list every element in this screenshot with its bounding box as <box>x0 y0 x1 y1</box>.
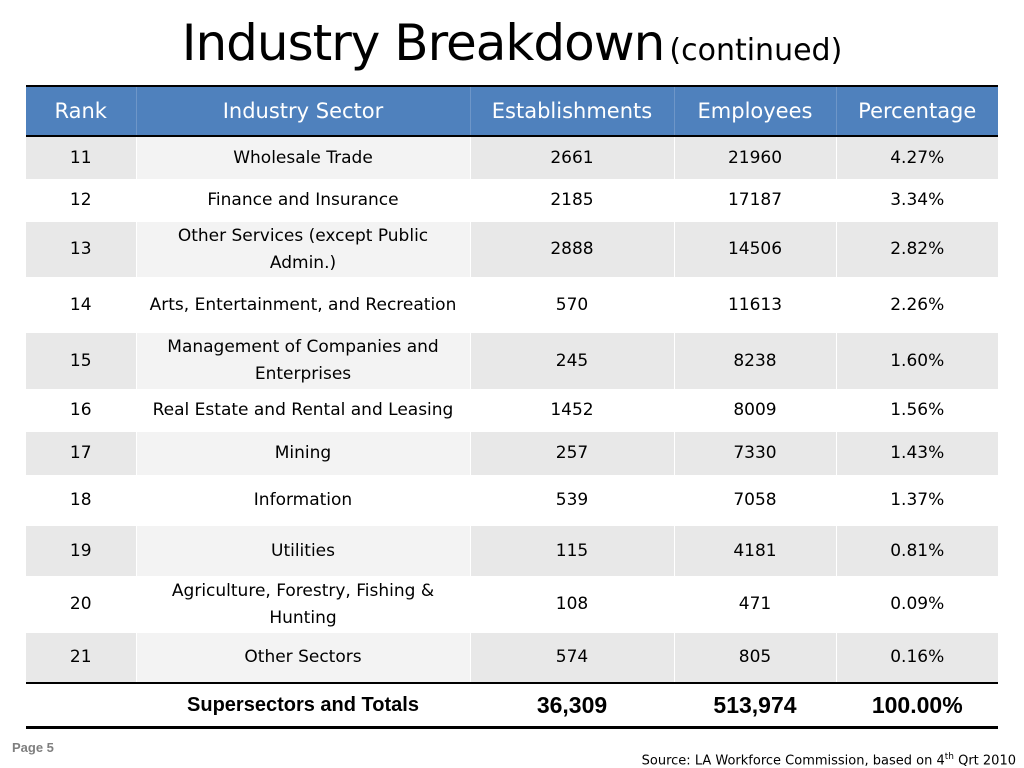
cell-rank: 21 <box>26 633 136 683</box>
header-percentage: Percentage <box>835 85 998 137</box>
totals-establishments: 36,309 <box>469 682 674 729</box>
cell-employees: 14506 <box>673 222 836 277</box>
totals-percentage: 100.00% <box>835 682 998 729</box>
cell-employees: 4181 <box>673 526 836 576</box>
cell-percentage: 1.37% <box>835 475 998 526</box>
cell-rank: 14 <box>26 277 136 333</box>
cell-employees: 7330 <box>673 432 836 475</box>
cell-rank: 12 <box>26 179 136 222</box>
cell-percentage: 1.60% <box>835 333 998 389</box>
cell-employees: 21960 <box>673 136 836 179</box>
cell-percentage: 3.34% <box>835 179 998 222</box>
header-rank: Rank <box>26 85 136 137</box>
cell-establishments: 2661 <box>469 136 674 179</box>
cell-sector: Arts, Entertainment, and Recreation <box>135 277 470 333</box>
industry-table: Rank Industry Sector Establishments Empl… <box>26 85 998 729</box>
cell-sector: Finance and Insurance <box>135 179 470 222</box>
totals-employees: 513,974 <box>673 682 836 729</box>
cell-establishments: 574 <box>469 633 674 683</box>
cell-percentage: 1.43% <box>835 432 998 475</box>
cell-percentage: 0.09% <box>835 576 998 633</box>
cell-percentage: 2.82% <box>835 222 998 277</box>
cell-sector: Wholesale Trade <box>135 136 470 179</box>
cell-employees: 805 <box>673 633 836 683</box>
cell-sector: Agriculture, Forestry, Fishing & Hunting <box>135 576 470 633</box>
table-header-row: Rank Industry Sector Establishments Empl… <box>26 85 998 137</box>
cell-sector: Utilities <box>135 526 470 576</box>
cell-employees: 8009 <box>673 389 836 432</box>
cell-employees: 7058 <box>673 475 836 526</box>
cell-establishments: 108 <box>469 576 674 633</box>
cell-employees: 471 <box>673 576 836 633</box>
cell-establishments: 1452 <box>469 389 674 432</box>
cell-sector: Mining <box>135 432 470 475</box>
cell-rank: 20 <box>26 576 136 633</box>
totals-label: Supersectors and Totals <box>135 682 470 729</box>
cell-rank: 18 <box>26 475 136 526</box>
table-row: 20 Agriculture, Forestry, Fishing & Hunti… <box>26 576 998 633</box>
table-row: 15 Management of Companies and Enterprise… <box>26 333 998 389</box>
cell-percentage: 2.26% <box>835 277 998 333</box>
header-establishments: Establishments <box>469 85 674 137</box>
cell-establishments: 2185 <box>469 179 674 222</box>
cell-establishments: 539 <box>469 475 674 526</box>
table-row: 19 Utilities 115 4181 0.81% <box>26 526 998 576</box>
cell-sector: Information <box>135 475 470 526</box>
cell-rank: 11 <box>26 136 136 179</box>
cell-employees: 17187 <box>673 179 836 222</box>
cell-rank: 19 <box>26 526 136 576</box>
slide-title: Industry Breakdown (continued) <box>0 14 1024 72</box>
source-prefix: Source: LA Workforce Commission, based o… <box>641 753 945 768</box>
cell-employees: 11613 <box>673 277 836 333</box>
cell-establishments: 115 <box>469 526 674 576</box>
header-sector: Industry Sector <box>135 85 470 137</box>
cell-rank: 17 <box>26 432 136 475</box>
cell-sector: Other Services (except Public Admin.) <box>135 222 470 277</box>
cell-sector: Real Estate and Rental and Leasing <box>135 389 470 432</box>
cell-rank: 15 <box>26 333 136 389</box>
totals-blank <box>26 682 136 729</box>
table-row: 16 Real Estate and Rental and Leasing 1452… <box>26 389 998 432</box>
source-suffix: Qrt 2010 <box>953 753 1016 768</box>
table-row: 11 Wholesale Trade 2661 21960 4.27% <box>26 136 998 179</box>
cell-establishments: 257 <box>469 432 674 475</box>
cell-establishments: 2888 <box>469 222 674 277</box>
table-row: 18 Information 539 7058 1.37% <box>26 475 998 526</box>
cell-rank: 16 <box>26 389 136 432</box>
cell-establishments: 245 <box>469 333 674 389</box>
title-sub: (continued) <box>669 33 843 68</box>
cell-percentage: 1.56% <box>835 389 998 432</box>
title-main: Industry Breakdown <box>181 14 666 72</box>
table-row: 13 Other Services (except Public Admin.) 2… <box>26 222 998 277</box>
table-row: 17 Mining 257 7330 1.43% <box>26 432 998 475</box>
cell-sector: Other Sectors <box>135 633 470 683</box>
cell-sector: Management of Companies and Enterprises <box>135 333 470 389</box>
cell-employees: 8238 <box>673 333 836 389</box>
header-employees: Employees <box>673 85 836 137</box>
cell-establishments: 570 <box>469 277 674 333</box>
cell-percentage: 0.16% <box>835 633 998 683</box>
page-number: Page 5 <box>12 740 54 755</box>
table-row: 14 Arts, Entertainment, and Recreation 570… <box>26 277 998 333</box>
source-note: Source: LA Workforce Commission, based o… <box>642 752 1016 768</box>
table-row: 12 Finance and Insurance 2185 17187 3.34% <box>26 179 998 222</box>
totals-row: Supersectors and Totals 36,309 513,974 100.… <box>26 682 998 729</box>
cell-rank: 13 <box>26 222 136 277</box>
table-row: 21 Other Sectors 574 805 0.16% <box>26 633 998 683</box>
cell-percentage: 4.27% <box>835 136 998 179</box>
source-sup: th <box>944 752 954 762</box>
cell-percentage: 0.81% <box>835 526 998 576</box>
